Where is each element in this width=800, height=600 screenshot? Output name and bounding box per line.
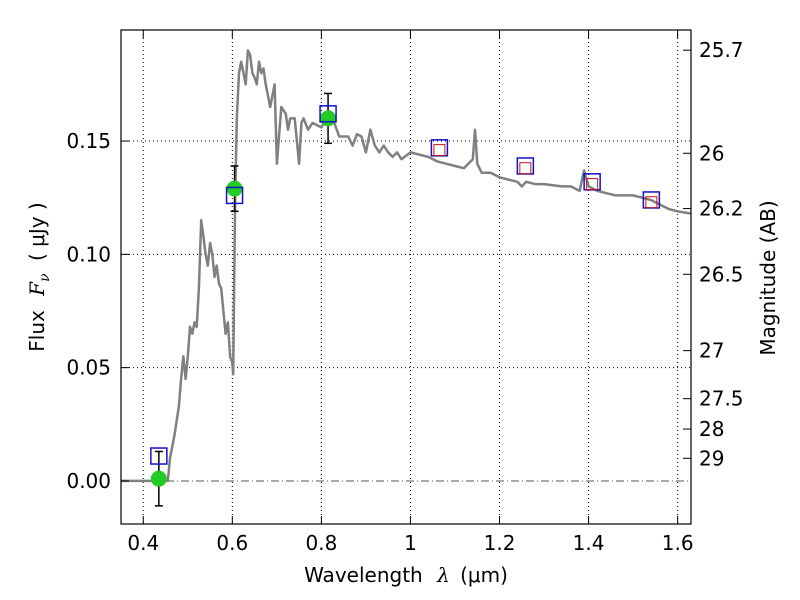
mag-tick-label: 26.2: [699, 197, 744, 221]
y-axis-label-symbol: F: [25, 281, 49, 297]
mag-tick-label: 29: [699, 446, 724, 470]
plot-background: [121, 30, 691, 524]
y-axis-label-unit: ( μJy ): [25, 202, 49, 261]
x-tick-label: 1.2: [484, 531, 516, 555]
mag-tick-label: 28: [699, 417, 724, 441]
x-axis-label-unit: (μm): [460, 563, 508, 587]
x-axis-label: Wavelength λ (μm): [304, 563, 508, 587]
mag-tick-label: 27: [699, 339, 724, 363]
sed-model-line: [121, 49, 692, 483]
model-photometry-square: [319, 105, 337, 123]
y-axis-label-subscript: ν: [37, 273, 53, 282]
model-photometry-square: [150, 447, 168, 465]
x-tick-label: 1.4: [573, 531, 605, 555]
detection-point: [320, 110, 337, 127]
x-axis-label-symbol: λ: [436, 563, 450, 587]
mag-tick-label: 26.5: [699, 262, 744, 286]
y-tick-label: 0.15: [66, 129, 111, 153]
mag-tick-label: 25.7: [699, 38, 744, 62]
mag-tick-label: 27.5: [699, 387, 744, 411]
x-tick-label: 1: [404, 531, 417, 555]
y-tick-label: 0.05: [66, 356, 111, 380]
model-photometry-square: [225, 186, 244, 205]
mag-tick-label: 26: [699, 141, 724, 165]
upper-limit-square: [519, 162, 532, 175]
x-axis-label-prefix: Wavelength: [304, 563, 423, 587]
y-tick-label: 0.00: [66, 469, 111, 493]
detection-point: [150, 470, 167, 487]
plot-frame: [120, 29, 692, 525]
x-tick-label: 0.6: [216, 531, 248, 555]
upper-limit-square: [433, 144, 446, 157]
y-axis-label-prefix: Flux: [25, 310, 49, 352]
detection-point: [226, 180, 243, 197]
y-axis-label: Flux Fν ( μJy ): [25, 202, 54, 351]
y-tick-label: 0.10: [66, 242, 111, 266]
upper-limit-square: [586, 178, 599, 191]
series-layer: [121, 49, 692, 507]
x-tick-label: 0.8: [305, 531, 337, 555]
x-tick-label: 0.4: [127, 531, 159, 555]
x-tick-label: 1.6: [662, 531, 694, 555]
ticks: 0.4 0.6 0.8 1 1.2 1.4 1.6 0.00 0.05 0.10 0.15 25.7 2…: [66, 30, 744, 555]
upper-limit-square: [645, 196, 658, 209]
grid: [121, 30, 691, 524]
y2-axis-label: Magnitude (AB): [756, 200, 780, 355]
